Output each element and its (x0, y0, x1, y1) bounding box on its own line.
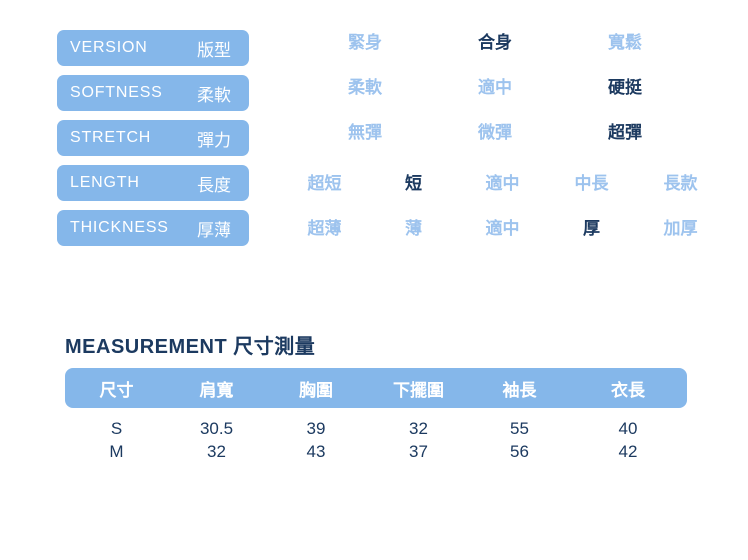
measurement-header-cell: 肩寬 (199, 380, 234, 400)
attribute-label-box: SOFTNESS 柔軟 (57, 75, 249, 111)
attribute-option-selected: 厚 (583, 218, 600, 238)
attribute-label-en: STRETCH (70, 129, 152, 146)
measurement-row-m: M 32 43 37 56 42 (65, 440, 687, 463)
attribute-label-box: STRETCH 彈力 (57, 120, 249, 156)
attribute-option: 適中 (485, 173, 520, 193)
measurement-header-cell: 尺寸 (99, 380, 134, 400)
attribute-label-box: THICKNESS 厚薄 (57, 210, 249, 246)
value-cell: 37 (409, 441, 428, 461)
attribute-row-length: LENGTH 長度 超短 短 適中 中長 長款 (0, 165, 748, 201)
attribute-option: 長款 (663, 173, 698, 193)
attribute-option: 適中 (478, 77, 512, 97)
attribute-option: 薄 (405, 218, 422, 238)
attribute-options: 緊身 合身 寬鬆 (300, 22, 690, 58)
measurement-row-s: S 30.5 39 32 55 40 (65, 417, 687, 440)
attribute-option: 微彈 (478, 122, 512, 142)
attribute-row-version: VERSION 版型 緊身 合身 寬鬆 (0, 30, 748, 66)
attribute-option: 中長 (574, 173, 609, 193)
value-cell: 32 (409, 418, 428, 438)
value-cell: 55 (510, 418, 529, 438)
attribute-options: 無彈 微彈 超彈 (300, 112, 690, 148)
measurement-header-cell: 袖長 (502, 380, 537, 400)
attribute-option: 加厚 (663, 218, 698, 238)
attribute-option: 超短 (307, 173, 342, 193)
attribute-option-selected: 超彈 (608, 122, 642, 142)
attribute-option-selected: 合身 (478, 32, 512, 52)
measurement-table-header: 尺寸 肩寬 胸圍 下擺圍 袖長 衣長 (65, 368, 687, 408)
attribute-label-en: VERSION (70, 39, 148, 56)
measurement-header-cell: 胸圍 (299, 380, 333, 400)
attribute-option: 無彈 (348, 122, 382, 142)
measurement-header-cell: 下擺圍 (393, 380, 444, 400)
attribute-options: 柔軟 適中 硬挺 (300, 67, 690, 103)
attribute-row-thickness: THICKNESS 厚薄 超薄 薄 適中 厚 加厚 (0, 210, 748, 246)
value-cell: 32 (207, 441, 226, 461)
value-cell: 40 (618, 418, 638, 438)
size-cell: S (110, 418, 123, 438)
value-cell: 30.5 (199, 418, 234, 438)
attribute-row-stretch: STRETCH 彈力 無彈 微彈 超彈 (0, 120, 748, 156)
value-cell: 56 (510, 441, 529, 461)
attribute-option-selected: 硬挺 (608, 77, 642, 97)
attribute-option: 超薄 (307, 218, 342, 238)
attribute-label-en: LENGTH (70, 174, 140, 191)
attribute-row-softness: SOFTNESS 柔軟 柔軟 適中 硬挺 (0, 75, 748, 111)
attribute-label-box: VERSION 版型 (57, 30, 249, 66)
attribute-label-zh: 彈力 (197, 130, 231, 150)
attribute-label-zh: 長度 (197, 175, 231, 195)
value-cell: 43 (306, 441, 326, 461)
size-cell: M (109, 441, 124, 461)
attribute-label-en: SOFTNESS (70, 84, 163, 101)
attribute-label-box: LENGTH 長度 (57, 165, 249, 201)
attribute-option: 緊身 (348, 32, 382, 52)
value-cell: 39 (306, 418, 326, 438)
attribute-label-en: THICKNESS (70, 219, 169, 236)
attribute-option: 適中 (485, 218, 520, 238)
attribute-label-zh: 版型 (197, 40, 231, 60)
measurement-table-body: S 30.5 39 32 55 40 M 32 43 37 56 42 (65, 417, 687, 463)
attribute-option: 寬鬆 (608, 32, 642, 52)
attribute-options: 超短 短 適中 中長 長款 (280, 163, 725, 199)
attribute-option-selected: 短 (405, 173, 422, 193)
attribute-options: 超薄 薄 適中 厚 加厚 (280, 208, 725, 244)
measurement-title: MEASUREMENT 尺寸測量 (65, 336, 316, 358)
attribute-option: 柔軟 (348, 77, 382, 97)
value-cell: 42 (618, 441, 638, 461)
measurement-header-cell: 衣長 (611, 380, 645, 400)
attribute-label-zh: 柔軟 (197, 85, 231, 105)
attribute-label-zh: 厚薄 (197, 220, 231, 240)
